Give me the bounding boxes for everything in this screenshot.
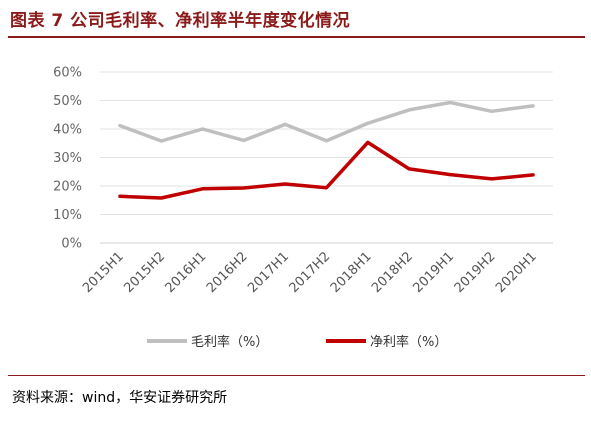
- x-tick-label: 2015H1: [80, 249, 127, 296]
- series-lines: [118, 100, 535, 200]
- x-tick-label: 2016H2: [204, 249, 251, 296]
- title-divider: [8, 36, 585, 38]
- y-tick-label: 10%: [53, 208, 82, 223]
- x-tick-label: 2015H2: [121, 249, 168, 296]
- y-tick-label: 50%: [53, 94, 82, 109]
- legend-label: 毛利率（%）: [191, 334, 268, 350]
- x-tick-label: 2020H1: [493, 249, 540, 296]
- x-tick-label: 2019H1: [410, 249, 457, 296]
- x-tick-label: 2017H2: [287, 249, 334, 296]
- x-tick-label: 2018H2: [369, 249, 416, 296]
- gross-margin-line: [118, 100, 535, 143]
- legend: 毛利率（%） 净利率（%）: [147, 334, 447, 350]
- gridlines: [100, 71, 553, 244]
- y-tick-label: 30%: [53, 151, 82, 166]
- y-tick-label: 0%: [61, 237, 82, 252]
- x-tick-label: 2019H2: [452, 249, 499, 296]
- source-divider: [8, 375, 585, 376]
- figure-title: 图表 7 公司毛利率、净利率半年度变化情况: [10, 11, 351, 31]
- legend-label: 净利率（%）: [370, 334, 447, 350]
- x-axis-ticks: 2015H12015H22016H12016H22017H12017H22018…: [80, 249, 540, 296]
- net-margin-line: [118, 140, 535, 200]
- x-tick-label: 2016H1: [163, 249, 210, 296]
- y-axis-ticks: 0% 10% 20% 30% 40% 50% 60%: [53, 66, 82, 252]
- y-tick-label: 60%: [53, 66, 82, 81]
- x-tick-label: 2017H1: [245, 249, 292, 296]
- source-note: 资料来源：wind，华安证券研究所: [12, 390, 228, 406]
- x-tick-label: 2018H1: [328, 249, 375, 296]
- y-tick-label: 20%: [53, 180, 82, 195]
- y-tick-label: 40%: [53, 123, 82, 138]
